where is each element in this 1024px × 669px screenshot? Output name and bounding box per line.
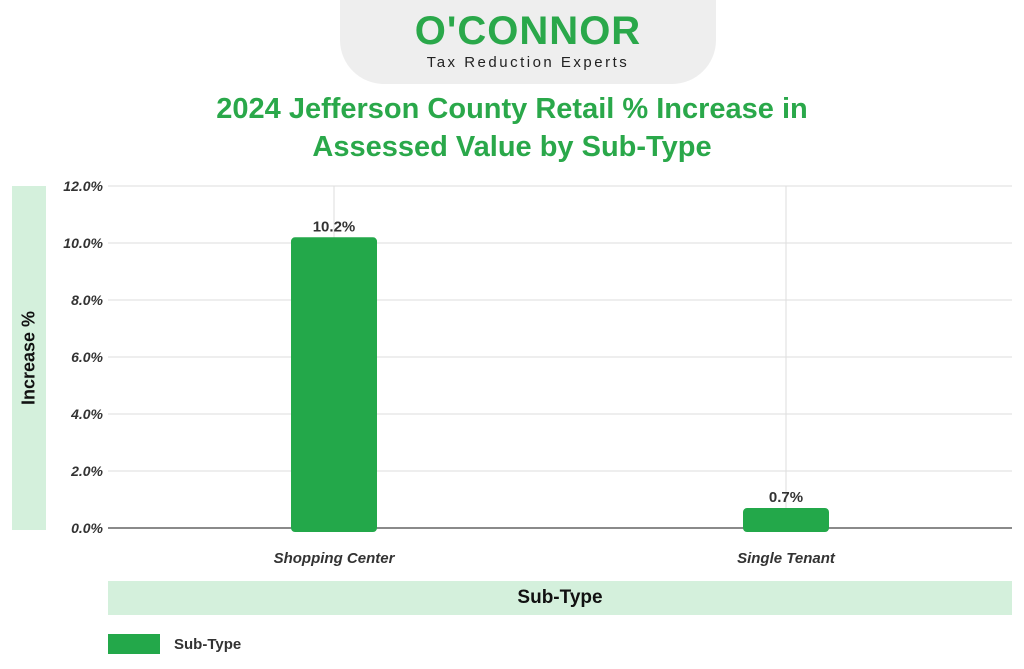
legend: Sub-Type	[108, 633, 241, 655]
bar-chart: 0.0% 2.0% 4.0% 6.0% 8.0% 10.0% 12.0% 10.2% Shopp…	[63, 178, 1012, 567]
chart-title-line-2: Assessed Value by Sub-Type	[312, 131, 712, 163]
y-axis-title-band	[12, 186, 46, 530]
y-tick-label: 12.0%	[63, 178, 103, 194]
data-label: 0.7%	[769, 489, 803, 506]
bar	[291, 237, 377, 533]
y-tick-label: 2.0%	[70, 463, 103, 479]
bar	[743, 508, 829, 532]
data-label: 10.2%	[313, 218, 356, 235]
x-tick-label: Single Tenant	[737, 550, 836, 567]
chart-title: 2024 Jefferson County Retail % Increase …	[0, 90, 1024, 166]
y-tick-label: 4.0%	[70, 406, 103, 422]
y-tick-label: 0.0%	[71, 520, 103, 536]
legend-label: Sub-Type	[174, 635, 242, 653]
x-axis-title-band	[108, 581, 1012, 615]
x-axis-title: Sub-Type	[517, 587, 603, 608]
logo-wordmark: O'CONNOR	[414, 9, 642, 53]
y-tick-label: 8.0%	[71, 292, 103, 308]
chart-title-line-1: 2024 Jefferson County Retail % Increase …	[216, 93, 808, 125]
logo-tagline: Tax Reduction Experts	[426, 54, 630, 71]
legend-swatch	[108, 634, 160, 654]
logo-banner: O'CONNOR Tax Reduction Experts	[340, 0, 716, 84]
y-tick-label: 10.0%	[63, 235, 103, 251]
y-tick-label: 6.0%	[71, 349, 103, 365]
x-tick-label: Shopping Center	[274, 550, 396, 567]
